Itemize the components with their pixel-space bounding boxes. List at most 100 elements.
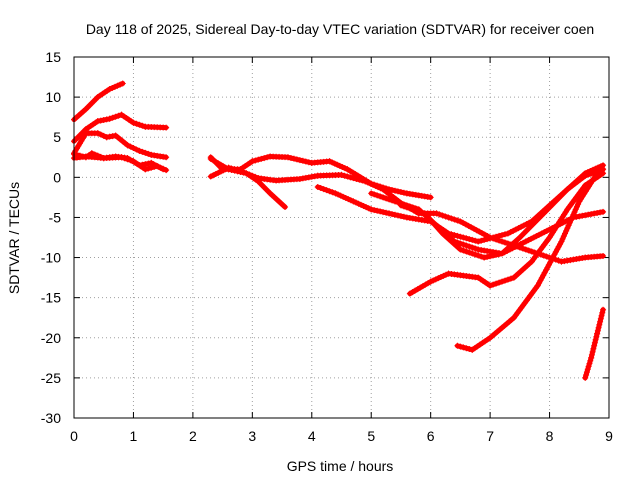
data-point: [466, 243, 473, 250]
data-point: [360, 202, 367, 209]
data-point: [392, 198, 398, 205]
data-point: [463, 242, 470, 249]
data-point: [600, 252, 607, 259]
data-point: [124, 156, 131, 163]
data-point: [454, 232, 461, 239]
data-point: [484, 253, 491, 260]
data-point: [582, 212, 589, 219]
data-point: [585, 171, 592, 178]
data-point: [377, 185, 384, 192]
data-point: [582, 172, 589, 179]
data-point: [106, 86, 113, 93]
data-point: [212, 171, 219, 178]
data-point: [345, 196, 352, 203]
data-point: [555, 243, 562, 250]
data-point: [139, 148, 146, 155]
data-point: [594, 209, 601, 216]
data-point: [479, 230, 486, 237]
x-tick-label: 0: [70, 428, 78, 444]
data-point: [543, 227, 550, 234]
data-point: [512, 226, 519, 233]
data-point: [567, 217, 574, 224]
data-point: [535, 231, 542, 238]
data-point: [78, 137, 85, 144]
data-point: [406, 205, 413, 212]
x-tick-label: 1: [130, 428, 138, 444]
data-point: [258, 155, 265, 162]
data-point: [119, 80, 126, 87]
data-point: [341, 165, 348, 172]
data-point: [394, 188, 401, 195]
data-point: [299, 157, 306, 164]
x-axis-label: GPS time / hours: [287, 458, 394, 474]
data-point: [530, 234, 537, 241]
data-point: [586, 360, 593, 367]
data-point: [353, 175, 360, 182]
data-point: [448, 215, 455, 222]
data-point: [380, 194, 387, 201]
data-point: [415, 192, 422, 199]
y-tick-label: 5: [53, 129, 61, 145]
data-point: [588, 354, 595, 361]
data-point: [538, 230, 545, 237]
y-tick-label: 10: [45, 89, 61, 105]
data-point: [585, 363, 592, 370]
data-point: [430, 277, 437, 284]
data-point: [406, 190, 413, 197]
data-point: [518, 223, 525, 230]
data-point: [558, 258, 565, 265]
data-point: [473, 227, 480, 234]
plot-data: [71, 80, 607, 381]
data-point: [386, 196, 393, 203]
data-point: [329, 189, 336, 196]
data-point: [570, 211, 577, 218]
data-point: [111, 83, 118, 90]
data-point: [557, 241, 564, 248]
data-point: [501, 231, 508, 238]
data-point: [587, 357, 594, 364]
data-point: [114, 82, 121, 89]
y-tick-labels: -30 -25 -20 -15 -10 -5 0 5 10 15: [41, 49, 61, 426]
x-tick-label: 3: [248, 428, 256, 444]
data-point: [299, 175, 306, 182]
data-point: [598, 312, 605, 319]
data-point: [394, 199, 401, 206]
data-point: [335, 191, 342, 198]
data-point: [109, 114, 116, 121]
data-point: [358, 201, 365, 208]
data-point: [484, 236, 491, 243]
data-point: [400, 189, 407, 196]
data-point: [442, 213, 449, 220]
data-point: [564, 257, 571, 264]
data-point: [583, 369, 590, 376]
data-point: [544, 264, 551, 271]
data-point: [339, 164, 346, 171]
y-tick-label: -25: [41, 370, 61, 386]
x-tick-label: 9: [605, 428, 613, 444]
data-point: [97, 117, 104, 124]
data-point: [481, 254, 488, 261]
data-point: [593, 333, 600, 340]
data-point: [305, 159, 312, 166]
y-tick-label: 15: [45, 49, 61, 65]
data-point: [392, 211, 398, 218]
data-point: [592, 336, 599, 343]
data-point: [573, 203, 580, 210]
data-point: [559, 235, 566, 242]
data-point: [504, 230, 511, 237]
data-point: [469, 250, 476, 257]
data-point: [142, 161, 149, 168]
data-point: [106, 115, 113, 122]
data-point: [561, 258, 568, 265]
data-point: [207, 155, 214, 162]
data-point: [570, 256, 577, 263]
data-point: [163, 154, 170, 161]
y-tick-label: 0: [53, 169, 61, 185]
data-point: [463, 235, 470, 242]
data-point: [217, 168, 224, 175]
series-track-7: [207, 164, 607, 265]
data-point: [499, 232, 505, 239]
data-point: [255, 156, 262, 163]
data-point: [571, 209, 578, 216]
data-point: [468, 224, 475, 231]
